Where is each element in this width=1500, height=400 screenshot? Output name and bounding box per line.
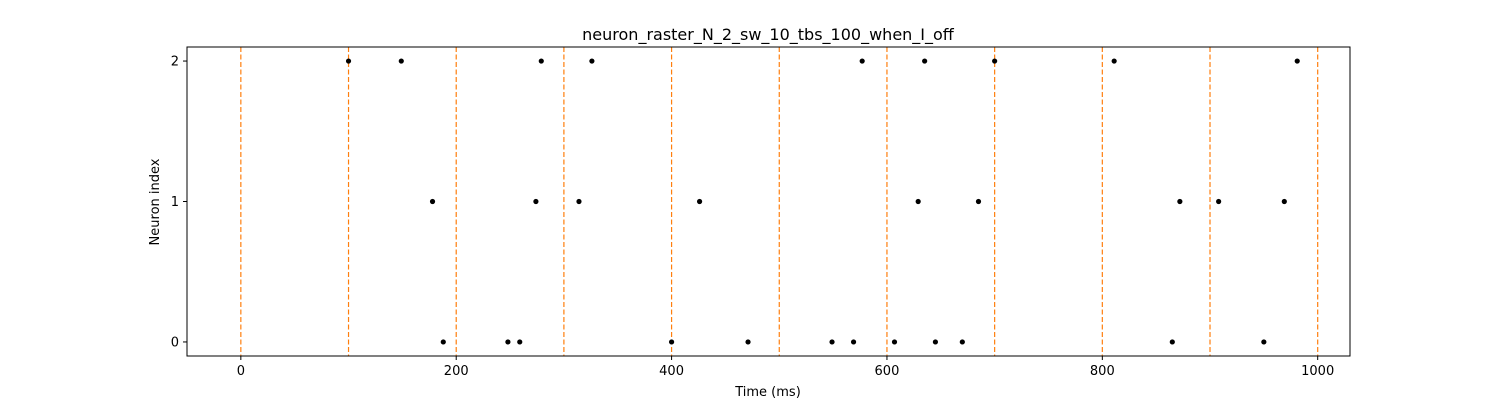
spike-point — [398, 58, 404, 64]
spike-point — [1177, 198, 1183, 205]
spike-point — [850, 339, 857, 345]
spike-point — [345, 58, 352, 64]
spike-point — [745, 339, 751, 345]
x-tick-label: 0 — [237, 364, 245, 379]
spike-point — [829, 339, 835, 345]
spike-point — [992, 58, 998, 64]
spike-point — [1111, 58, 1117, 64]
spike-point — [576, 198, 582, 205]
spike-point — [915, 198, 921, 205]
spike-point — [429, 198, 436, 205]
spike-points — [345, 58, 1300, 345]
spike-point — [505, 339, 511, 345]
chart-title: neuron_raster_N_2_sw_10_tbs_100_when_I_o… — [582, 25, 955, 45]
spike-point — [932, 339, 939, 345]
spike-point — [538, 58, 544, 64]
x-tick-label: 1000 — [1301, 364, 1334, 379]
spike-point — [1216, 198, 1222, 205]
spike-point — [975, 198, 982, 205]
spike-point — [1281, 198, 1287, 205]
spike-point — [517, 339, 523, 345]
spike-point — [589, 58, 595, 64]
stimulus-lines — [240, 47, 1319, 356]
y-tick-label: 2 — [171, 55, 179, 70]
y-tick-label: 1 — [171, 195, 179, 210]
spike-point — [440, 339, 446, 345]
spike-point — [922, 58, 928, 64]
x-axis: 0 200 400 600 800 1000 — [237, 356, 1334, 379]
x-tick-label: 600 — [875, 364, 900, 379]
x-tick-label: 200 — [444, 364, 469, 379]
x-axis-label: Time (ms) — [734, 385, 801, 400]
spike-point — [959, 339, 965, 345]
x-tick-label: 400 — [659, 364, 684, 379]
spike-point — [668, 339, 675, 345]
spike-point — [1169, 339, 1175, 345]
y-axis: 0 1 2 — [171, 55, 187, 350]
spike-point — [533, 198, 539, 205]
spike-point — [859, 58, 865, 64]
x-tick-label: 800 — [1090, 364, 1115, 379]
spike-point — [891, 339, 898, 345]
spike-point — [1261, 339, 1267, 345]
y-axis-label: Neuron index — [148, 158, 163, 245]
spike-point — [1294, 58, 1300, 64]
plot-frame — [186, 46, 1351, 357]
spike-point — [696, 198, 703, 205]
y-tick-label: 0 — [171, 335, 179, 350]
